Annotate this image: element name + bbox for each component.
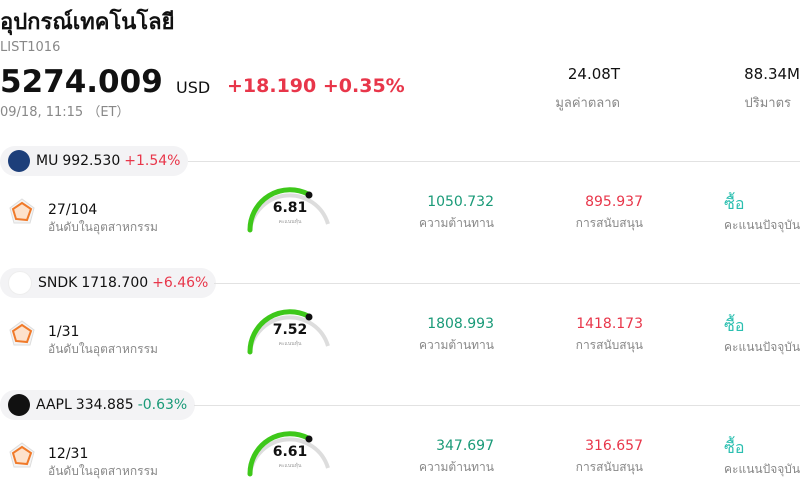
score: 6.61 [272, 444, 308, 460]
rating-label: คะแนนปัจจุบัน [724, 218, 800, 232]
stock-logo [8, 271, 32, 295]
stock-logo [8, 394, 30, 416]
rank: 27/104 [48, 202, 98, 218]
stock-price: 992.530 [62, 153, 121, 169]
support: 895.937 [585, 194, 643, 210]
support-label: การสนับสนุน [575, 460, 643, 474]
support: 316.657 [585, 438, 643, 454]
rating-label: คะแนนปัจจุบัน [724, 340, 800, 354]
stock-pill[interactable]: SNDK 1718.700 +6.46% [0, 268, 217, 298]
stock-pill[interactable]: MU 992.530 +1.54% [0, 146, 189, 176]
rating[interactable]: ซื้อ [724, 194, 745, 213]
change-value: +18.190 [227, 75, 317, 97]
time: 09/18, 11:15 （ET） [0, 105, 130, 120]
support: 1418.173 [576, 316, 643, 332]
support-label: การสนับสนุน [575, 216, 643, 230]
resistance-label: ความต้านทาน [419, 338, 494, 352]
radar-icon [8, 319, 36, 351]
support-label: การสนับสนุน [575, 338, 643, 352]
gauge-svg [247, 431, 330, 477]
score-label: คะแนนหุ้น [278, 463, 302, 469]
stock-price: 334.885 [75, 397, 134, 413]
rating[interactable]: ซื้อ [724, 316, 745, 335]
score-label: คะแนนหุ้น [278, 219, 302, 225]
market-cap: 24.08T [567, 65, 620, 83]
gauge [244, 184, 336, 238]
title: อุปกรณ์เทคโนโลยี [0, 10, 175, 35]
stock-change: +6.46% [152, 275, 209, 291]
score: 6.81 [272, 200, 308, 216]
radar-svg [9, 320, 35, 346]
resistance-label: ความต้านทาน [419, 460, 494, 474]
radar-svg [9, 442, 35, 468]
separator [214, 283, 800, 284]
volume: 88.34M [744, 65, 800, 83]
stock-price: 1718.700 [81, 275, 149, 291]
stock-logo [8, 150, 30, 172]
market-cap-label: มูลค่าตลาด [555, 96, 620, 111]
gauge-svg [247, 187, 330, 233]
volume-label: ปริมาตร [744, 96, 791, 111]
rank-label: อันดับในอุตสาหกรรม [48, 464, 158, 478]
radar-icon [8, 197, 36, 229]
change: +18.190 +0.35% [227, 75, 405, 97]
price: 5274.009 [0, 64, 163, 100]
resistance: 1050.732 [427, 194, 494, 210]
rank-label: อันดับในอุตสาหกรรม [48, 342, 158, 356]
gauge [244, 428, 336, 482]
gauge [244, 306, 336, 360]
separator [188, 161, 800, 162]
resistance: 347.697 [436, 438, 494, 454]
score-label: คะแนนหุ้น [278, 341, 302, 347]
radar-svg [9, 198, 35, 224]
ticker: MU [36, 153, 59, 169]
stock-pill[interactable]: AAPL 334.885 -0.63% [0, 390, 196, 420]
resistance: 1808.993 [427, 316, 494, 332]
change-pct: +0.35% [322, 75, 405, 97]
stock-change: -0.63% [137, 397, 188, 413]
resistance-label: ความต้านทาน [419, 216, 494, 230]
rank-label: อันดับในอุตสาหกรรม [48, 220, 158, 234]
stock-change: +1.54% [124, 153, 181, 169]
rating-label: คะแนนปัจจุบัน [724, 462, 800, 476]
ticker: AAPL [36, 397, 72, 413]
rank: 12/31 [48, 446, 89, 462]
rank: 1/31 [48, 324, 80, 340]
separator [194, 405, 800, 406]
radar-icon [8, 441, 36, 473]
currency: USD [176, 78, 211, 97]
rating[interactable]: ซื้อ [724, 438, 745, 457]
score: 7.52 [272, 322, 308, 338]
ticker: SNDK [38, 275, 78, 291]
code: LIST1016 [0, 40, 61, 55]
gauge-svg [247, 309, 330, 355]
